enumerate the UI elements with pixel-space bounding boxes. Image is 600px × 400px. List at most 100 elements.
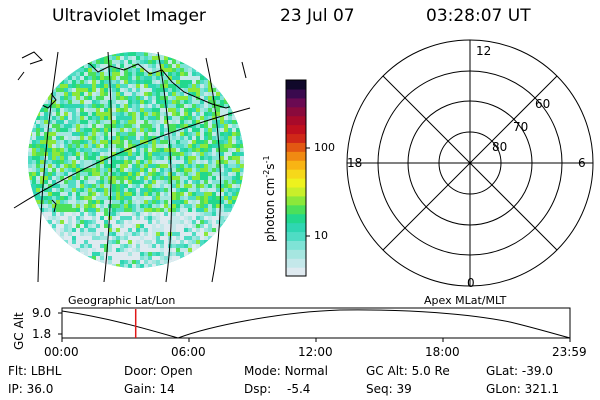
imager-pixel: [52, 236, 56, 240]
imager-pixel: [136, 228, 140, 232]
imager-pixel: [184, 252, 188, 256]
imager-pixel: [68, 204, 72, 208]
imager-pixel: [148, 228, 152, 232]
imager-pixel: [128, 232, 132, 236]
imager-pixel: [68, 172, 72, 176]
imager-pixel: [144, 244, 148, 248]
imager-pixel: [76, 240, 80, 244]
imager-pixel: [232, 64, 236, 68]
imager-pixel: [96, 72, 100, 76]
imager-pixel: [28, 264, 32, 268]
imager-pixel: [224, 180, 228, 184]
imager-pixel: [200, 168, 204, 172]
imager-pixel: [192, 88, 196, 92]
imager-pixel: [172, 212, 176, 216]
imager-pixel: [152, 188, 156, 192]
imager-pixel: [180, 216, 184, 220]
imager-pixel: [160, 180, 164, 184]
imager-pixel: [172, 56, 176, 60]
imager-pixel: [28, 232, 32, 236]
imager-pixel: [208, 152, 212, 156]
imager-pixel: [188, 200, 192, 204]
imager-pixel: [192, 92, 196, 96]
imager-pixel: [40, 260, 44, 264]
imager-pixel: [176, 164, 180, 168]
imager-pixel: [92, 64, 96, 68]
imager-pixel: [216, 56, 220, 60]
imager-pixel: [128, 144, 132, 148]
imager-pixel: [80, 88, 84, 92]
imager-pixel: [140, 156, 144, 160]
imager-pixel: [84, 188, 88, 192]
imager-pixel: [148, 136, 152, 140]
imager-pixel: [192, 56, 196, 60]
imager-pixel: [240, 176, 244, 180]
imager-pixel: [176, 148, 180, 152]
imager-pixel: [76, 212, 80, 216]
imager-pixel: [156, 220, 160, 224]
imager-pixel: [72, 136, 76, 140]
imager-pixel: [192, 124, 196, 128]
colorbar-segment: [286, 97, 306, 108]
imager-pixel: [116, 64, 120, 68]
imager-pixel: [184, 172, 188, 176]
imager-pixel: [36, 116, 40, 120]
imager-pixel: [236, 80, 240, 84]
imager-pixel: [60, 180, 64, 184]
imager-pixel: [148, 84, 152, 88]
imager-pixel: [80, 248, 84, 252]
imager-pixel: [76, 104, 80, 108]
imager-pixel: [100, 52, 104, 56]
imager-pixel: [220, 128, 224, 132]
imager-pixel: [224, 196, 228, 200]
imager-pixel: [204, 132, 208, 136]
imager-pixel: [124, 72, 128, 76]
imager-pixel: [100, 120, 104, 124]
imager-pixel: [80, 96, 84, 100]
imager-pixel: [132, 128, 136, 132]
imager-pixel: [224, 212, 228, 216]
imager-pixel: [108, 220, 112, 224]
imager-pixel: [52, 52, 56, 56]
imager-pixel: [208, 52, 212, 56]
imager-pixel: [180, 60, 184, 64]
imager-pixel: [116, 68, 120, 72]
imager-pixel: [188, 116, 192, 120]
imager-pixel: [92, 96, 96, 100]
colorbar-segment: [286, 160, 306, 170]
imager-pixel: [140, 88, 144, 92]
imager-pixel: [120, 248, 124, 252]
imager-pixel: [172, 264, 176, 268]
imager-pixel: [184, 260, 188, 264]
imager-pixel: [36, 200, 40, 204]
imager-pixel: [52, 188, 56, 192]
imager-pixel: [88, 208, 92, 212]
imager-pixel: [160, 192, 164, 196]
imager-pixel: [220, 188, 224, 192]
polar-dial: [346, 39, 594, 287]
imager-pixel: [96, 96, 100, 100]
imager-pixel: [164, 128, 168, 132]
imager-pixel: [148, 100, 152, 104]
imager-pixel: [172, 232, 176, 236]
imager-pixel: [140, 220, 144, 224]
imager-pixel: [84, 148, 88, 152]
imager-pixel: [36, 108, 40, 112]
imager-pixel: [156, 248, 160, 252]
imager-pixel: [228, 212, 232, 216]
imager-pixel: [132, 132, 136, 136]
imager-pixel: [148, 208, 152, 212]
polar-mlt-12: 12: [476, 44, 492, 58]
imager-pixel: [100, 204, 104, 208]
imager-pixel: [144, 60, 148, 64]
imager-pixel: [168, 132, 172, 136]
imager-pixel: [28, 204, 32, 208]
imager-pixel: [56, 248, 60, 252]
imager-pixel: [44, 248, 48, 252]
imager-pixel: [156, 172, 160, 176]
imager-pixel: [60, 192, 64, 196]
imager-pixel: [64, 256, 68, 260]
imager-pixel: [132, 88, 136, 92]
imager-pixel: [120, 200, 124, 204]
imager-pixel: [124, 92, 128, 96]
